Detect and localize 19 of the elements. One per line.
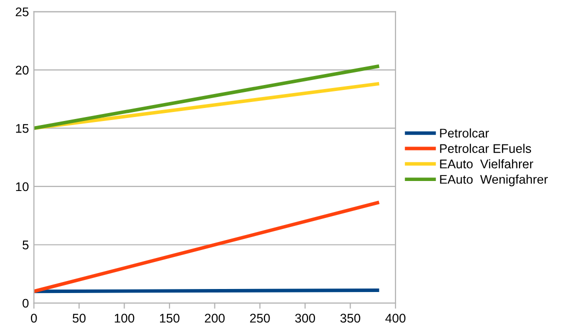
y-tick-label: 20 [16,66,29,75]
y-tick-label: 25 [16,7,29,16]
legend-label: EAuto Vielfahrer [440,159,534,168]
legend-label: Petrolcar [440,128,489,138]
x-tick-label: 250 [250,314,270,323]
x-tick-label: 50 [72,314,86,323]
y-tick-label: 0 [22,298,29,308]
x-tick-label: 0 [30,314,37,323]
x-tick-label: 350 [340,314,360,323]
legend-label: Petrolcar EFuels [440,144,532,153]
x-tick-label: 150 [160,314,180,323]
x-tick-label: 200 [204,314,225,323]
legend-label: EAuto Wenigfahrer [440,174,548,186]
x-tick-label: 100 [114,314,134,323]
y-tick-label: 5 [22,240,29,250]
x-tick-label: 400 [385,314,406,323]
x-tick-label: 300 [295,314,316,323]
y-tick-label: 10 [16,182,29,192]
y-tick-label: 15 [16,124,29,133]
